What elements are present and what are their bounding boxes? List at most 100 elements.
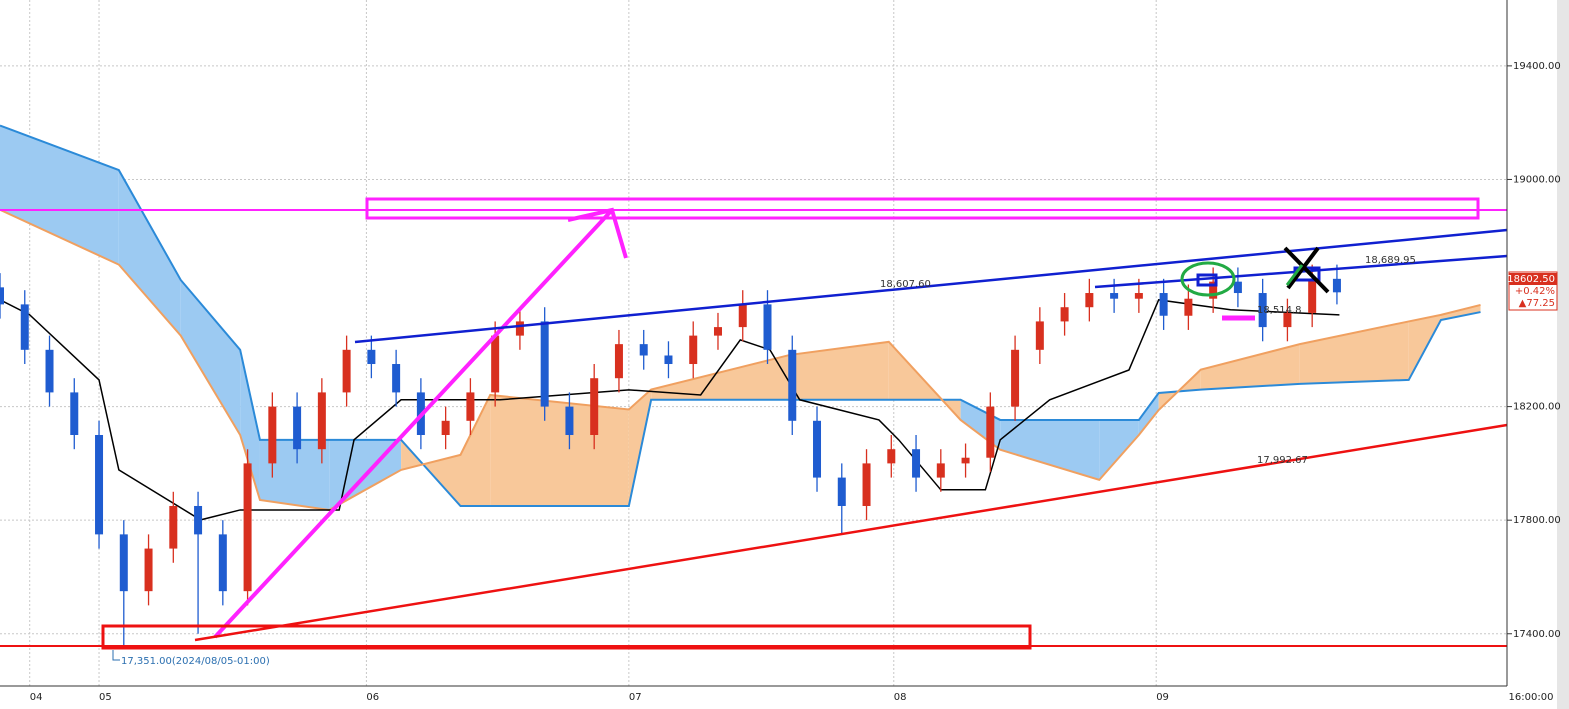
cloud-fill <box>490 394 629 506</box>
candle-body <box>862 463 871 506</box>
candle-body <box>95 434 104 535</box>
drawings <box>0 197 1508 661</box>
candle-body <box>738 304 747 328</box>
cloud-fill <box>118 170 181 336</box>
price-box-text: +0.42% <box>1515 286 1555 297</box>
candle-body <box>194 505 203 535</box>
y-tick-label: 19400.00 <box>1513 61 1561 72</box>
price-box-head <box>1509 273 1557 285</box>
red-trendline <box>194 423 1508 642</box>
labels: 04 05 06 07 08 09 16:00:00 17400.00 17800.00 1820… <box>30 61 1561 703</box>
candle-body <box>1060 307 1069 322</box>
cloud-fill <box>1200 344 1300 390</box>
red-box <box>101 624 1032 650</box>
low-marker <box>112 650 120 661</box>
candle-body <box>1233 281 1242 294</box>
price-box-text: ▲77.25 <box>1519 298 1555 309</box>
side-panel <box>1557 0 1569 709</box>
candle-body <box>491 335 500 393</box>
candle-body <box>70 392 79 435</box>
candle-body <box>342 349 351 393</box>
cloud-fill <box>1099 419 1139 480</box>
grid <box>0 0 1507 686</box>
candle-body <box>515 321 524 336</box>
cloud-fill <box>1138 392 1159 435</box>
candle-body <box>293 406 302 450</box>
candle-body <box>45 349 54 393</box>
x-tick-label: 09 <box>1156 692 1169 703</box>
candle-body <box>1283 312 1292 328</box>
y-tick-label: 17400.00 <box>1513 629 1561 640</box>
x-tick-label: 07 <box>629 692 642 703</box>
y-tick-label: 18200.00 <box>1513 402 1561 413</box>
candle-body <box>367 349 376 365</box>
price-annotation: 17,351.00(2024/08/05-01:00) <box>121 656 270 667</box>
candle-body <box>144 548 153 592</box>
candle-body <box>1332 278 1341 293</box>
candle-body <box>1308 278 1317 313</box>
x-tick-label: 08 <box>894 692 907 703</box>
candle-body <box>1035 321 1044 350</box>
green-circle <box>1180 261 1236 297</box>
magenta-box <box>365 197 1480 220</box>
candle-body <box>1110 293 1119 299</box>
cloud-fill <box>240 349 260 501</box>
price-box-text: 18602.50 <box>1507 274 1555 285</box>
cloud-fill <box>180 279 241 435</box>
candle-body <box>466 392 475 421</box>
candle-body <box>887 449 896 464</box>
y-tick-label: 19000.00 <box>1513 174 1561 185</box>
candle-body <box>392 364 401 393</box>
candle-body <box>813 420 822 478</box>
price-annotation: 18,689.95 <box>1365 255 1416 266</box>
candle-body <box>639 344 648 356</box>
x-tick-label: 04 <box>30 692 43 703</box>
candle-body <box>912 449 921 478</box>
candle-body <box>1184 298 1193 316</box>
x-tick-label: 16:00:00 <box>1509 692 1554 703</box>
candle-body <box>243 463 252 592</box>
cloud-fill <box>789 341 889 400</box>
x-tick-label: 05 <box>99 692 112 703</box>
candle-body <box>317 392 326 450</box>
candle-body <box>1134 293 1143 299</box>
candle-body <box>986 406 995 458</box>
cloud-fill <box>259 439 330 510</box>
candle-body <box>961 457 970 464</box>
cloud-fill <box>651 354 790 400</box>
green-stroke <box>1285 264 1304 286</box>
candle-body <box>1159 293 1168 316</box>
cloud-fill <box>1299 321 1409 384</box>
candle-body <box>689 335 698 365</box>
candle-body <box>540 321 549 407</box>
candles <box>0 264 1341 648</box>
candle-body <box>713 327 722 336</box>
candle-body <box>268 406 277 464</box>
magenta-arrow <box>213 207 628 639</box>
price-annotation: 18,514.8 <box>1257 305 1302 316</box>
x-tick-label: 06 <box>366 692 379 703</box>
candle-body <box>0 287 4 305</box>
candle-body <box>1209 281 1218 299</box>
cloud-fill <box>1440 304 1481 321</box>
candle-body <box>936 463 945 478</box>
blue-mark <box>1196 273 1218 287</box>
candle-body <box>590 378 599 435</box>
candle-body <box>119 534 128 592</box>
candle-body <box>565 406 574 435</box>
price-annotation: 18,607.60 <box>880 279 931 290</box>
blue-trendline <box>354 228 1508 344</box>
price-axis-bg <box>1507 0 1557 686</box>
candle-body <box>1085 293 1094 308</box>
candle-body <box>1258 293 1267 328</box>
candle-body <box>837 477 846 506</box>
candle-body <box>788 349 797 421</box>
cloud-fill <box>460 394 491 506</box>
x-mark <box>1283 246 1330 294</box>
candle-body <box>218 534 227 592</box>
candle-body <box>169 505 178 549</box>
candle-body <box>1011 349 1020 407</box>
candle-body <box>664 355 673 365</box>
cloud <box>0 124 1481 521</box>
